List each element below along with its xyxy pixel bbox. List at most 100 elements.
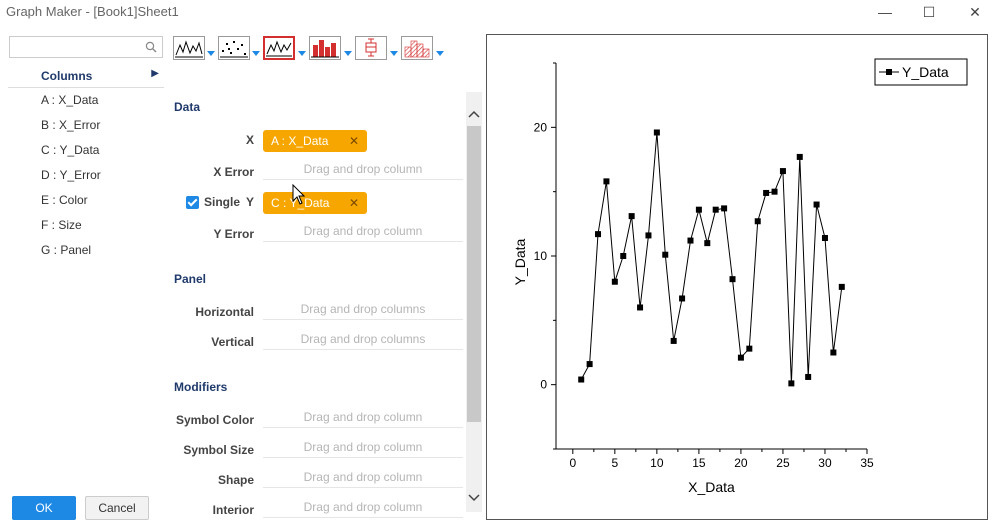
data-point	[746, 345, 753, 352]
data-point	[763, 189, 770, 196]
x-error-drop-zone[interactable]: Drag and drop column	[263, 158, 463, 180]
data-point	[645, 232, 652, 239]
scatter-graph-dropdown[interactable]	[252, 51, 260, 56]
columns-list: A : X_Data B : X_Error C : Y_Data D : Y_…	[0, 92, 170, 267]
histogram-dropdown[interactable]	[436, 51, 444, 56]
x-tick-label: 5	[611, 456, 618, 470]
single-y-checkbox[interactable]	[186, 196, 199, 209]
y-label: Y	[245, 195, 254, 209]
column-item-b[interactable]: B : X_Error	[41, 118, 101, 132]
data-point	[620, 253, 627, 259]
x-error-label: X Error	[213, 165, 254, 179]
symbol-color-drop-zone[interactable]: Drag and drop column	[263, 406, 463, 428]
data-point	[813, 201, 820, 208]
symbol-color-label: Symbol Color	[175, 413, 254, 427]
x-axis-title: X_Data	[688, 479, 735, 495]
symbol-size-drop-zone[interactable]: Drag and drop column	[263, 436, 463, 458]
x-tick-label: 25	[776, 456, 790, 470]
column-item-f[interactable]: F : Size	[41, 218, 82, 232]
settings-scrollbar[interactable]	[466, 92, 482, 512]
vertical-label: Vertical	[211, 335, 254, 349]
line-graph-dropdown[interactable]	[207, 51, 215, 56]
x-tick-label: 15	[692, 456, 706, 470]
box-chart-dropdown[interactable]	[390, 51, 398, 56]
chevron-down-icon[interactable]	[466, 490, 482, 506]
x-tick-label: 30	[818, 456, 832, 470]
search-input[interactable]	[9, 36, 163, 58]
data-point	[771, 188, 778, 195]
scatter-graph-button[interactable]	[218, 36, 250, 60]
data-point	[704, 240, 711, 247]
y-column-chip[interactable]: C : Y_Data ✕	[263, 192, 367, 214]
data-point	[830, 349, 837, 356]
line-graph-icon	[175, 40, 203, 58]
line-graph-button[interactable]	[173, 36, 205, 60]
search-icon	[145, 41, 157, 53]
y-tick-label: 0	[540, 378, 547, 392]
data-point	[695, 206, 702, 213]
scroll-thumb[interactable]	[467, 126, 481, 422]
interior-label: Interior	[212, 503, 254, 517]
data-point	[805, 373, 812, 380]
legend-marker	[886, 69, 892, 75]
data-point	[628, 213, 635, 220]
maximize-button[interactable]: ☐	[922, 4, 936, 20]
data-point	[687, 237, 694, 244]
symbol-size-label: Symbol Size	[183, 443, 254, 457]
data-point	[670, 337, 677, 344]
column-graph-dropdown[interactable]	[344, 51, 352, 56]
y-tick-label: 10	[534, 249, 548, 263]
scatter-graph-icon	[220, 41, 248, 58]
data-point	[595, 231, 602, 238]
chevron-up-icon[interactable]	[466, 106, 482, 122]
data-point	[611, 278, 618, 285]
line-symbol-graph-icon	[266, 40, 292, 57]
shape-drop-zone[interactable]: Drag and drop column	[263, 466, 463, 488]
vertical-drop-zone[interactable]: Drag and drop columns	[263, 328, 463, 350]
box-chart-icon	[365, 38, 377, 57]
columns-header[interactable]: Columns ▶	[8, 64, 164, 88]
legend-label: Y_Data	[902, 64, 949, 80]
data-point	[821, 234, 828, 241]
interior-drop-zone[interactable]: Drag and drop column	[263, 496, 463, 518]
x-tick-label: 0	[569, 456, 576, 470]
modifiers-section-title: Modifiers	[174, 380, 228, 394]
title-bar: Graph Maker - [Book1]Sheet1 — ☐ ✕	[0, 0, 996, 24]
data-point	[662, 251, 669, 258]
ok-button[interactable]: OK	[12, 496, 76, 520]
line-symbol-graph-button[interactable]	[263, 36, 295, 60]
horizontal-drop-zone[interactable]: Drag and drop columns	[263, 298, 463, 320]
remove-y-icon[interactable]: ✕	[348, 196, 359, 210]
line-symbol-graph-dropdown[interactable]	[298, 51, 306, 56]
column-graph-button[interactable]	[309, 36, 341, 60]
close-button[interactable]: ✕	[969, 4, 981, 20]
data-point	[637, 304, 644, 311]
data-point	[679, 295, 686, 302]
column-item-g[interactable]: G : Panel	[41, 243, 92, 257]
y-axis-title: Y_Data	[512, 238, 528, 285]
column-item-c[interactable]: C : Y_Data	[41, 143, 100, 157]
histogram-button[interactable]	[401, 36, 433, 60]
x-column-chip[interactable]: A : X_Data ✕	[263, 130, 367, 152]
data-point	[754, 218, 761, 225]
window-title: Graph Maker - [Book1]Sheet1	[6, 4, 179, 19]
column-item-d[interactable]: D : Y_Error	[41, 168, 101, 182]
x-column-chip-label: A : X_Data	[271, 134, 329, 148]
panel-section-title: Panel	[174, 272, 207, 286]
y-error-drop-zone[interactable]: Drag and drop column	[263, 220, 463, 242]
column-item-a[interactable]: A : X_Data	[41, 93, 99, 107]
x-label: X	[245, 133, 254, 147]
remove-x-icon[interactable]: ✕	[348, 134, 359, 148]
cancel-button[interactable]: Cancel	[85, 496, 149, 520]
chevron-right-icon[interactable]: ▶	[151, 68, 159, 79]
minimize-button[interactable]: —	[878, 4, 892, 20]
data-point	[796, 153, 803, 160]
graph-preview: 0 5 10 15 20 25 30 35 0 10 20 X_Data Y_Data Y_Data	[486, 34, 988, 520]
data-point	[653, 129, 660, 136]
column-item-e[interactable]: E : Color	[41, 193, 88, 207]
data-point	[603, 178, 610, 185]
horizontal-label: Horizontal	[195, 305, 254, 319]
data-point	[721, 205, 728, 212]
columns-panel: Columns ▶ A : X_Data B : X_Error C : Y_D…	[0, 30, 170, 526]
box-chart-button[interactable]	[355, 36, 387, 60]
